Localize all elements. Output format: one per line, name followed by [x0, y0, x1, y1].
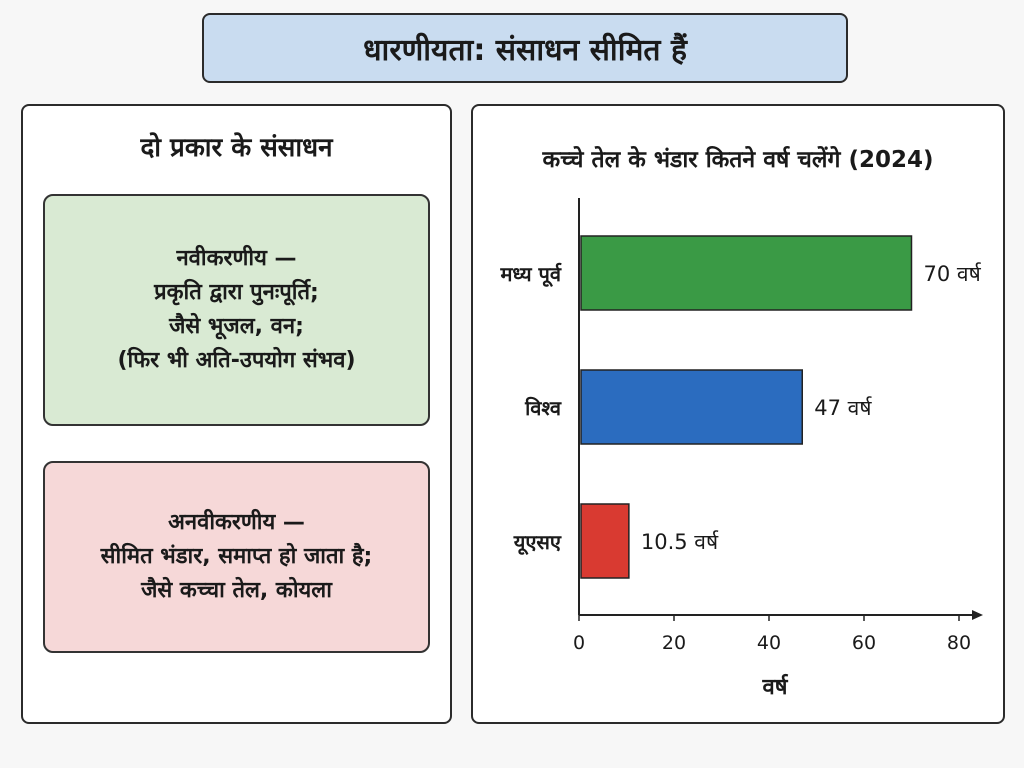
- oil-reserves-chart-panel: कच्चे तेल के भंडार कितने वर्ष चलेंगे (20…: [471, 104, 1005, 724]
- x-tick-label: 80: [947, 632, 971, 654]
- x-tick-label: 60: [852, 632, 876, 654]
- renewable-line: जैसे भूजल, वन;: [169, 314, 304, 339]
- nonrenewable-line: सीमित भंडार, समाप्त हो जाता है;: [100, 543, 373, 569]
- x-axis-arrow-icon: [972, 610, 983, 620]
- renewable-line: नवीकरणीय —: [176, 245, 297, 271]
- value-label: 47 वर्ष: [814, 396, 872, 420]
- x-tick-label: 0: [573, 632, 585, 654]
- x-tick-label: 20: [662, 632, 686, 654]
- chart-title: कच्चे तेल के भंडार कितने वर्ष चलेंगे (20…: [542, 147, 934, 173]
- nonrenewable-line: अनवीकरणीय —: [168, 509, 305, 535]
- resource-types-panel: दो प्रकार के संसाधन नवीकरणीय — प्रकृति द…: [21, 104, 452, 724]
- renewable-card: नवीकरणीय — प्रकृति द्वारा पुनःपूर्ति; जै…: [43, 194, 430, 426]
- value-label: 70 वर्ष: [924, 262, 982, 286]
- category-label: यूएसए: [513, 530, 562, 555]
- category-label: विश्व: [524, 396, 562, 420]
- bar: [580, 369, 803, 445]
- value-label: 10.5 वर्ष: [641, 530, 719, 554]
- bar: [580, 503, 630, 579]
- x-axis-label: वर्ष: [762, 673, 789, 700]
- resource-types-heading: दो प्रकार के संसाधन: [140, 133, 333, 163]
- bar-chart: 0 20 40 60 80 वर्ष मध्य पूर्व 70 वर्ष विश्व 47 वर…: [499, 198, 983, 700]
- nonrenewable-card: अनवीकरणीय — सीमित भंडार, समाप्त हो जाता …: [43, 461, 430, 653]
- page-title: धारणीयता: संसाधन सीमित हैं: [202, 13, 848, 83]
- category-label: मध्य पूर्व: [499, 262, 562, 287]
- nonrenewable-line: जैसे कच्चा तेल, कोयला: [141, 578, 332, 604]
- bar: [580, 235, 913, 311]
- renewable-line: (फिर भी अति-उपयोग संभव): [117, 348, 356, 374]
- renewable-line: प्रकृति द्वारा पुनःपूर्ति;: [154, 279, 319, 305]
- x-tick-label: 40: [757, 632, 781, 654]
